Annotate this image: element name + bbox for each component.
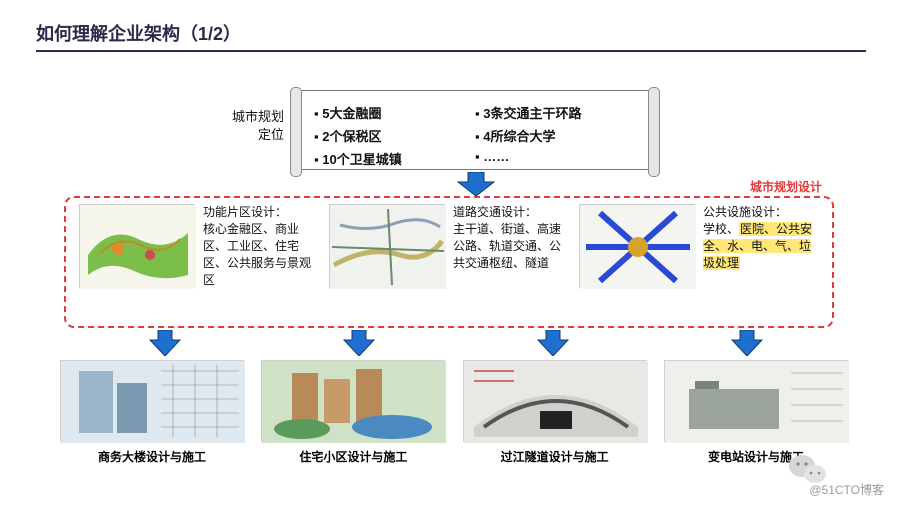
watermark-text: @51CTO博客 [809, 481, 884, 498]
substation-thumbnail-icon [664, 360, 848, 442]
dashed-box-label: 城市规划设计 [750, 178, 822, 195]
construction-card: 过江隧道设计与施工 [463, 360, 647, 465]
construction-card: 商务大楼设计与施工 [60, 360, 244, 465]
design-body: 主干道、街道、高速公路、轨道交通、公共交通枢纽、隧道 [453, 221, 569, 272]
arrow-down-icon [148, 330, 182, 356]
arrow-down-icon [536, 330, 570, 356]
construction-row: 商务大楼设计与施工 住宅小区设计与施工 [60, 360, 848, 465]
design-body: 学校、医院、公共安全、水、电、气、垃圾处理 [703, 221, 819, 272]
construction-caption: 住宅小区设计与施工 [261, 448, 445, 465]
scroll-side-label: 城市规划定位 [228, 108, 284, 144]
construction-caption: 商务大楼设计与施工 [60, 448, 244, 465]
planning-item: ▪ 4所综合大学 [475, 124, 636, 147]
city-planning-dashed-group: 功能片区设计 核心金融区、商业区、工业区、住宅区、公共服务与景观区 道路交通设计… [64, 196, 834, 328]
page-title: 如何理解企业架构（1/2） [36, 20, 241, 46]
planning-item: ▪ 10个卫星城镇 [314, 147, 475, 170]
planning-list: ▪ 5大金融圈 ▪ 3条交通主干环路 ▪ 2个保税区 ▪ 4所综合大学 ▪ 10… [296, 91, 654, 180]
design-title: 道路交通设计 [453, 204, 569, 221]
arrow-down-icon [342, 330, 376, 356]
construction-card: 变电站设计与施工 [664, 360, 848, 465]
design-title: 功能片区设计 [203, 204, 319, 221]
planning-item: ▪ …… [475, 147, 636, 170]
tunnel-thumbnail-icon [463, 360, 647, 442]
design-card-functional: 功能片区设计 核心金融区、商业区、工业区、住宅区、公共服务与景观区 [79, 204, 319, 320]
arrow-down-icon [456, 172, 496, 196]
map-thumbnail-icon [329, 204, 445, 288]
design-body: 核心金融区、商业区、工业区、住宅区、公共服务与景观区 [203, 221, 319, 289]
construction-card: 住宅小区设计与施工 [261, 360, 445, 465]
title-underline [36, 50, 866, 52]
planning-item: ▪ 3条交通主干环路 [475, 101, 636, 124]
construction-caption: 过江隧道设计与施工 [463, 448, 647, 465]
building-thumbnail-icon [60, 360, 244, 442]
map-thumbnail-icon [79, 204, 195, 288]
map-thumbnail-icon [579, 204, 695, 288]
residential-thumbnail-icon [261, 360, 445, 442]
planning-item: ▪ 2个保税区 [314, 124, 475, 147]
design-title: 公共设施设计 [703, 204, 819, 221]
planning-item: ▪ 5大金融圈 [314, 101, 475, 124]
design-card-public: 公共设施设计 学校、医院、公共安全、水、电、气、垃圾处理 [579, 204, 819, 320]
arrow-down-icon [730, 330, 764, 356]
planning-scroll-box: ▪ 5大金融圈 ▪ 3条交通主干环路 ▪ 2个保税区 ▪ 4所综合大学 ▪ 10… [295, 90, 655, 170]
design-card-road: 道路交通设计 主干道、街道、高速公路、轨道交通、公共交通枢纽、隧道 [329, 204, 569, 320]
